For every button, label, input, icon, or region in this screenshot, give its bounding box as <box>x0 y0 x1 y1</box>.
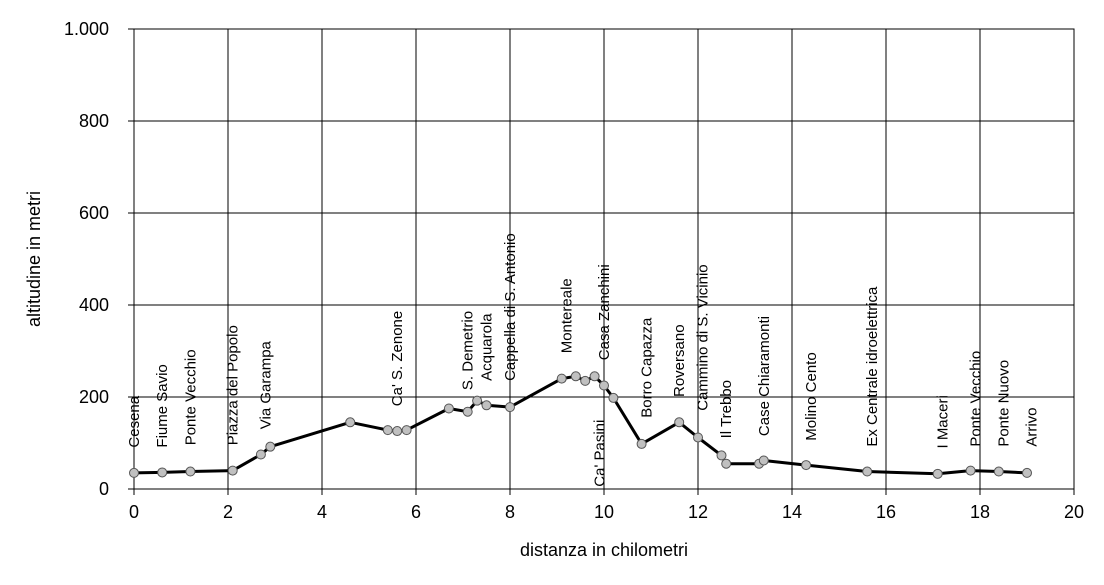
x-tick-label: 4 <box>317 502 327 522</box>
place-label: Il Trebbo <box>718 380 735 438</box>
x-tick-label: 16 <box>876 502 896 522</box>
y-tick-label: 600 <box>79 203 109 223</box>
place-label: Ponte Nuovo <box>996 360 1013 447</box>
data-point <box>758 455 769 466</box>
data-point <box>932 468 943 479</box>
data-point <box>570 371 581 382</box>
place-label: Fiume Savio <box>154 364 171 447</box>
data-point <box>993 466 1004 477</box>
place-label: Molino Cento <box>803 352 820 440</box>
place-label: Borro Capazza <box>638 317 655 418</box>
series-line <box>133 374 1028 476</box>
data-point <box>801 460 812 471</box>
place-label: Ex Centrale idroelettrica <box>864 286 881 447</box>
data-point <box>608 392 619 403</box>
data-point <box>157 467 168 478</box>
data-point <box>443 403 454 414</box>
place-labels: Cesena Fiume Savio Ponte Vecchio Piazza del… <box>126 233 1041 486</box>
place-label: Acquarola <box>479 313 496 381</box>
grid-lines <box>128 28 1075 495</box>
data-point <box>255 449 266 460</box>
x-tick-labels: 0 2 4 6 8 10 12 14 16 18 20 <box>129 502 1084 522</box>
place-label: Cesena <box>126 395 143 447</box>
x-tick-label: 0 <box>129 502 139 522</box>
x-tick-label: 14 <box>782 502 802 522</box>
y-tick-label: 800 <box>79 111 109 131</box>
data-point <box>505 402 515 413</box>
data-point <box>556 373 567 384</box>
place-label: Case Chiaramonti <box>756 316 773 436</box>
x-tick-label: 2 <box>223 502 233 522</box>
place-label: Roversano <box>671 324 688 397</box>
place-label: Casa Zanchini <box>596 264 613 360</box>
x-tick-label: 12 <box>688 502 708 522</box>
data-point <box>1022 467 1032 478</box>
place-label: Ca' Pasini <box>591 420 608 487</box>
place-label: I Maceri <box>934 395 951 448</box>
data-point <box>693 432 703 443</box>
y-tick-label: 400 <box>79 295 109 315</box>
place-label: Ponte Vecchio <box>182 349 199 445</box>
y-tick-label: 200 <box>79 387 109 407</box>
x-tick-label: 10 <box>594 502 614 522</box>
place-label: S. Demetrio <box>460 311 477 390</box>
data-point <box>716 450 727 461</box>
data-points <box>129 371 1032 479</box>
data-point <box>589 371 600 382</box>
y-axis-title: altitudine in metri <box>24 191 44 327</box>
x-tick-label: 20 <box>1064 502 1084 522</box>
data-point <box>345 417 356 428</box>
data-point <box>481 400 492 411</box>
place-label: Piazza del Popolo <box>225 325 242 445</box>
data-point <box>382 425 393 436</box>
x-tick-label: 6 <box>411 502 421 522</box>
y-tick-label: 0 <box>99 479 109 499</box>
place-label: Montereale <box>558 278 575 353</box>
data-point <box>392 426 403 437</box>
place-label: Cappella di S. Antonio <box>502 233 519 381</box>
y-tick-label: 1.000 <box>64 19 109 39</box>
data-point <box>674 417 685 428</box>
data-point <box>227 465 238 476</box>
place-label: Arrivo <box>1024 408 1041 447</box>
place-label: Ca' S. Zenone <box>389 311 406 406</box>
x-tick-label: 8 <box>505 502 515 522</box>
data-point <box>129 467 139 478</box>
data-point <box>965 465 976 476</box>
place-label: Ponte Vecchio <box>967 351 984 447</box>
data-point <box>599 380 609 391</box>
x-tick-label: 18 <box>970 502 990 522</box>
data-point <box>862 466 873 477</box>
data-point <box>636 438 647 449</box>
data-point <box>580 375 591 386</box>
place-label: Via Garampa <box>258 340 275 429</box>
data-point <box>265 441 276 452</box>
y-tick-labels: 0 200 400 600 800 1.000 <box>64 19 109 499</box>
place-label: Cammino di S. Vicinio <box>695 264 712 410</box>
data-point <box>462 406 473 417</box>
x-axis-title: distanza in chilometri <box>520 540 688 560</box>
data-point <box>472 395 483 406</box>
data-point <box>185 466 196 477</box>
data-point <box>401 425 412 436</box>
data-point <box>721 458 732 469</box>
